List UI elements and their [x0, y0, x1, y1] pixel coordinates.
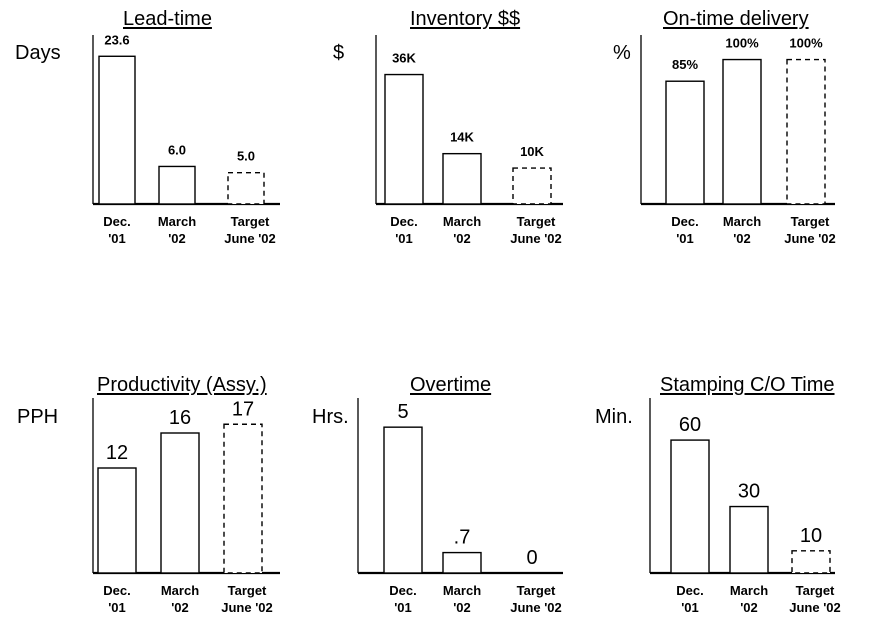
tick-label: '01 — [108, 600, 126, 615]
tick-label: March — [723, 214, 761, 229]
data-label: 60 — [679, 414, 701, 436]
data-label: 6.0 — [168, 142, 186, 157]
data-label: 5.0 — [237, 149, 255, 164]
data-label: 10K — [520, 144, 544, 159]
data-label: 12 — [106, 442, 128, 464]
tick-label: '01 — [395, 231, 413, 246]
tick-label: '02 — [168, 231, 186, 246]
data-label: .7 — [454, 527, 471, 549]
chart-title: Stamping C/O Time — [660, 374, 835, 396]
tick-label: '01 — [681, 600, 699, 615]
data-label: 100% — [789, 36, 823, 51]
data-label: 30 — [738, 481, 760, 503]
bar — [160, 432, 200, 574]
bar — [158, 165, 196, 205]
tick-label: '01 — [394, 600, 412, 615]
chart-title: Overtime — [410, 374, 492, 396]
bar — [97, 467, 137, 574]
tick-label: Target — [517, 583, 556, 598]
tick-label: Dec. — [103, 214, 130, 229]
bar — [512, 167, 552, 205]
bar — [227, 172, 265, 205]
tick-label: Target — [517, 214, 556, 229]
tick-label: '02 — [453, 231, 471, 246]
tick-label: Dec. — [389, 583, 416, 598]
bar — [722, 58, 762, 205]
bar — [384, 73, 424, 205]
tick-label: '02 — [453, 600, 471, 615]
data-label: 16 — [169, 407, 191, 429]
tick-label: Target — [796, 583, 835, 598]
tick-label: Target — [791, 214, 830, 229]
tick-label: June '02 — [510, 231, 562, 246]
data-label: 10 — [800, 525, 822, 547]
y-axis-unit: Hrs. — [312, 406, 349, 428]
tick-label: '02 — [171, 600, 189, 615]
tick-label: March — [443, 214, 481, 229]
tick-label: Dec. — [390, 214, 417, 229]
bar — [786, 58, 826, 205]
y-axis-unit: Min. — [595, 406, 633, 428]
chart-title: Productivity (Assy.) — [97, 374, 267, 396]
tick-label: '01 — [108, 231, 126, 246]
data-label: 0 — [526, 547, 537, 569]
tick-label: June '02 — [221, 600, 273, 615]
bar — [670, 439, 710, 574]
chart-title: Lead-time — [123, 8, 212, 30]
tick-label: Target — [228, 583, 267, 598]
bar — [729, 505, 769, 574]
data-label: 14K — [450, 130, 474, 145]
tick-label: '02 — [740, 600, 758, 615]
y-axis-unit: PPH — [17, 406, 59, 428]
tick-label: '01 — [676, 231, 694, 246]
tick-label: '02 — [733, 231, 751, 246]
tick-label: June '02 — [789, 600, 841, 615]
bar — [442, 152, 482, 205]
tick-label: June '02 — [224, 231, 276, 246]
tick-label: March — [443, 583, 481, 598]
data-label: 5 — [397, 401, 408, 423]
tick-label: Dec. — [103, 583, 130, 598]
data-label: 85% — [672, 57, 698, 72]
bar — [791, 550, 831, 574]
tick-label: Dec. — [676, 583, 703, 598]
tick-label: March — [161, 583, 199, 598]
tick-label: March — [158, 214, 196, 229]
y-axis-unit: % — [613, 42, 631, 64]
bar — [665, 80, 705, 205]
bar — [223, 423, 263, 574]
y-axis-unit: $ — [333, 42, 345, 64]
tick-label: June '02 — [784, 231, 836, 246]
bar — [442, 551, 482, 574]
data-label: 100% — [725, 36, 759, 51]
tick-label: March — [730, 583, 768, 598]
data-label: 23.6 — [104, 32, 129, 47]
tick-label: Dec. — [671, 214, 698, 229]
bar — [98, 55, 136, 205]
y-axis-unit: Days — [15, 42, 61, 64]
chart-title: On-time delivery — [663, 8, 809, 30]
tick-label: June '02 — [510, 600, 562, 615]
tick-label: Target — [231, 214, 270, 229]
data-label: 17 — [232, 398, 254, 420]
data-label: 36K — [392, 51, 416, 66]
chart-title: Inventory $$ — [410, 8, 521, 30]
bar — [383, 426, 423, 574]
